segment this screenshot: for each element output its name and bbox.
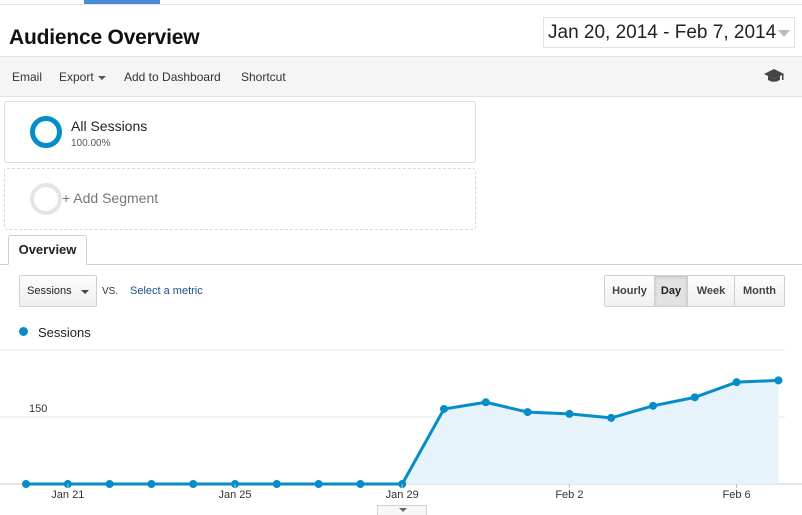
caret-down-icon (97, 75, 106, 80)
legend-label-sessions: Sessions (38, 325, 91, 340)
x-tick-label-jan-29: Jan 29 (386, 489, 419, 501)
segment-percent: 100.00% (71, 138, 111, 149)
email-button[interactable]: Email (12, 70, 43, 84)
data-point-15 (649, 401, 657, 410)
data-point-6 (272, 480, 281, 488)
x-tick-label-feb-2: Feb 2 (555, 489, 583, 501)
data-point-11 (481, 398, 490, 407)
data-point-13 (565, 409, 574, 418)
vs-label: VS. (102, 286, 119, 297)
metric-select[interactable]: Sessions (19, 275, 97, 307)
data-point-17 (732, 378, 741, 387)
report-toolbar: Email Export Add to Dashboard Shortcut (0, 56, 802, 97)
sessions-line-chart: 150 300 Jan 21 Jan 25 Jan 29 Feb 2 Feb 6 (0, 346, 802, 501)
tab-overview[interactable]: Overview (8, 235, 87, 265)
shortcut-button[interactable]: Shortcut (241, 70, 286, 84)
data-point-7 (314, 480, 323, 488)
data-point-2 (105, 480, 114, 488)
export-label: Export (59, 70, 94, 84)
data-point-18 (774, 376, 783, 385)
graduation-cap-icon[interactable] (763, 68, 785, 84)
page-title: Audience Overview (9, 26, 200, 49)
caret-down-icon (399, 508, 407, 512)
sessions-area (26, 380, 779, 484)
add-segment-button[interactable]: + Add Segment (4, 168, 476, 230)
add-to-dashboard-button[interactable]: Add to Dashboard (124, 70, 221, 84)
select-metric-link[interactable]: Select a metric (130, 285, 203, 297)
date-range-text: Jan 20, 2014 - Feb 7, 2014 (548, 21, 777, 43)
active-nav-indicator (84, 0, 160, 4)
week-button[interactable]: Week (688, 276, 735, 306)
top-divider (0, 4, 802, 5)
add-segment-label: + Add Segment (62, 190, 159, 206)
y-tick-label-300: 300 (29, 346, 47, 348)
data-point-12 (523, 408, 532, 417)
segment-all-sessions[interactable]: All Sessions 100.00% (4, 101, 476, 163)
hourly-button[interactable]: Hourly (605, 276, 655, 306)
month-button[interactable]: Month (735, 276, 784, 306)
segment-ring-icon (30, 116, 62, 148)
data-point-4 (189, 480, 198, 488)
segment-name: All Sessions (71, 118, 148, 134)
date-range-picker[interactable]: Jan 20, 2014 - Feb 7, 2014 (543, 17, 795, 48)
metric-select-value: Sessions (27, 285, 72, 297)
data-point-10 (440, 404, 448, 413)
x-tick-label-jan-25: Jan 25 (218, 489, 251, 501)
chart-collapse-handle[interactable] (377, 505, 427, 515)
chevron-down-icon (778, 30, 790, 37)
x-tick-label-jan-21: Jan 21 (51, 489, 84, 501)
empty-segment-ring-icon (30, 183, 62, 215)
data-point-8 (356, 480, 365, 488)
data-point-16 (690, 393, 699, 402)
data-point-0 (22, 480, 30, 488)
day-button[interactable]: Day (655, 276, 688, 306)
tab-divider (0, 264, 802, 265)
data-point-14 (607, 413, 616, 422)
data-point-3 (147, 480, 156, 488)
caret-down-icon (81, 290, 89, 294)
x-tick-label-feb-6: Feb 6 (723, 489, 751, 501)
legend-dot-sessions (19, 327, 28, 336)
y-tick-label-150: 150 (29, 403, 47, 415)
export-menu[interactable]: Export (59, 70, 106, 84)
granularity-button-group: Hourly Day Week Month (604, 275, 785, 307)
